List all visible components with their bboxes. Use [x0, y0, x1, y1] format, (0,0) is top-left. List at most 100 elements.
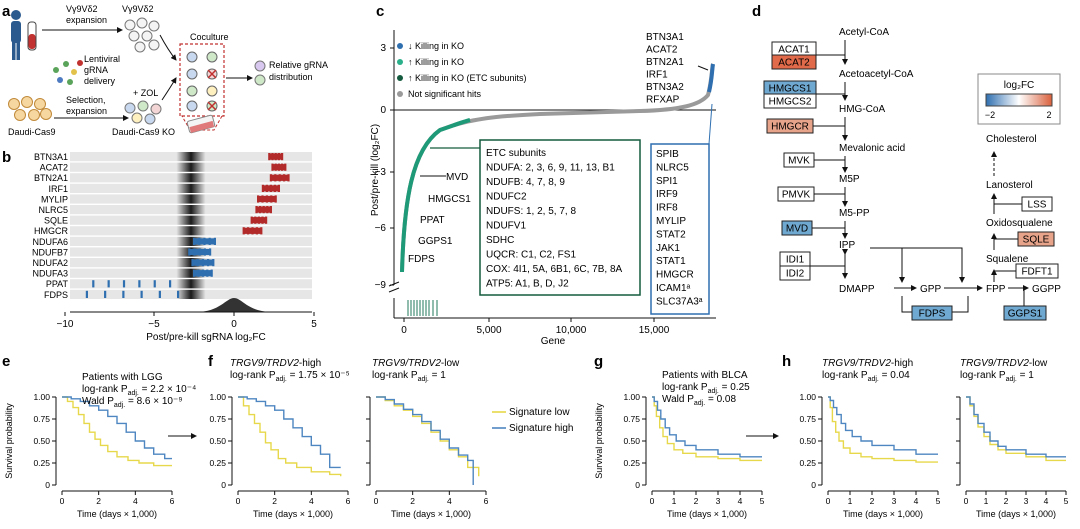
sgrna-tick [260, 227, 263, 235]
log2fc-min: −2 [985, 110, 995, 120]
squalene: Squalene [986, 254, 1029, 265]
sgrna-block [269, 153, 282, 160]
top-gene-label: BTN3A1 [646, 32, 684, 43]
blue-hit-line: MYLIP [656, 216, 686, 227]
kill-x-icons [207, 69, 217, 111]
gene-x-tick-label: 0 [401, 325, 407, 336]
etc-green-segment [400, 118, 471, 273]
sgrna-gene-label: NDUFA2 [32, 258, 68, 268]
blue-hit-line: STAT2 [656, 229, 686, 240]
log2fc-max: 2 [1046, 110, 1051, 120]
etc-line: UQCR: C1, C2, FS1 [486, 250, 576, 261]
sgrna-row [70, 152, 312, 162]
enzyme-hmgcs2: HMGCS2 [769, 97, 812, 108]
surv-x-tick: 3 [892, 496, 897, 506]
sgrna-tick [122, 290, 125, 298]
blue-hit-line: NLRC5 [656, 162, 689, 173]
curve-signature-high [652, 396, 762, 458]
etc-subunits-box [479, 139, 641, 296]
panel-f-high: 1.00 0.75 0.50 0.25 00 2 4 6 Time (days × 1,000)… [209, 358, 350, 519]
gene-y-tick-label: 3 [380, 43, 386, 54]
panel-label-b: b [2, 149, 11, 166]
legend-etc: ↑ Killing in KO (ETC subunits) [408, 73, 527, 83]
surv-x-tick: 5 [1064, 496, 1069, 506]
sgrna-density-curve [196, 298, 272, 312]
enzyme-acat1: ACAT1 [778, 45, 810, 56]
surv-x-tick: 0 [826, 496, 831, 506]
surv-y-tick: 0.75 [209, 414, 226, 424]
panel-h-high: 1.00 0.75 0.50 0.25 00 1 2 3 4 5 Time (days × 1,00… [799, 358, 940, 519]
sgrna-gene-label: NDUFB7 [32, 247, 68, 257]
panel-label-a: a [2, 3, 11, 20]
blood-tube-icon [27, 21, 37, 51]
blue-hit-line: SPI1 [656, 176, 678, 187]
ipp: IPP [839, 240, 855, 251]
surv-title: TRGV9/TRDV2-high [230, 358, 321, 369]
low-gene-label: MVD [446, 172, 468, 183]
sgrna-tick [277, 184, 280, 192]
curve-signature-low [966, 396, 1066, 462]
sgrna-block [270, 174, 289, 181]
etc-line: COX: 4I1, 5A, 6B1, 6C, 7B, 8A [486, 264, 623, 275]
legend-down: ↓ Killing in KO [408, 41, 464, 51]
enzyme-hmgcs2-box [763, 93, 817, 109]
enzyme-hmgcs1: HMGCS1 [769, 84, 812, 95]
virus-particles-icon [53, 60, 83, 85]
sgrna-tick [281, 153, 284, 161]
surv-x-tick: 4 [1044, 496, 1049, 506]
surv-xlabel: Time (days × 1,000) [976, 509, 1056, 519]
low-gene-label: GGPS1 [418, 236, 453, 247]
zol-label: + ZOL [133, 88, 158, 98]
surv-y-tick: 1.00 [209, 392, 226, 402]
sgrna-gene-label: FDPS [44, 290, 68, 300]
sgrna-row [70, 205, 312, 215]
lentiviral-label-3: delivery [84, 76, 116, 86]
etc-line: ETC subunits [486, 148, 546, 159]
sgrna-block [256, 206, 271, 213]
panel-label-g: g [594, 353, 603, 370]
surv-y-tick: 0.50 [799, 436, 816, 446]
blue-hits-box [650, 143, 710, 315]
surv-x-tick: 1 [984, 496, 989, 506]
surv-x-tick: 4 [914, 496, 919, 506]
sgrna-tick [269, 206, 272, 214]
sgrna-tick [85, 290, 88, 298]
sgrna-rows [70, 152, 312, 299]
surv-logrank: log-rank Padj. = 0.25 [662, 382, 750, 395]
surv-x-tick: 4 [133, 496, 138, 506]
curve-signature-low [828, 396, 938, 463]
panel-d: d Acetyl-CoA Acetoacetyl-CoA HMG-CoA Mevalo… [752, 3, 1061, 321]
enzyme-acat2-box [771, 54, 817, 70]
enzyme-idi2-box [779, 265, 811, 281]
enzyme-lss: LSS [1028, 200, 1047, 211]
curve-signature-low [62, 396, 172, 467]
expansion-label-1: Vγ9Vδ2 [66, 4, 98, 14]
sgrna-block [189, 248, 210, 256]
sgrna-row [70, 268, 312, 278]
panel-label-f: f [208, 353, 214, 370]
sgrna-block [194, 270, 212, 277]
sgrna-block [272, 164, 286, 171]
surv-x-tick: 2 [870, 496, 875, 506]
blue-hit-line: SPIB [656, 149, 679, 160]
top-gene-label: RFXAP [646, 95, 680, 106]
sgrna-x-tick-label: 0 [231, 319, 237, 330]
surv-x-tick: 6 [170, 496, 175, 506]
sgrna-gene-label: MYLIP [41, 194, 68, 204]
gene-x-tick-label: 5,000 [476, 325, 501, 336]
sgrna-x-ticks: −10 −5 0 5 [57, 312, 317, 330]
surv-xlabel: Time (days × 1,000) [253, 509, 333, 519]
sgrna-tick [210, 269, 213, 277]
enzyme-idi2: IDI2 [786, 269, 805, 280]
sgrna-strips [85, 153, 290, 298]
coculture-label: Coculture [190, 32, 229, 42]
top-gene-label: BTN3A2 [646, 82, 684, 93]
sgrna-tick [213, 237, 216, 245]
enzyme-fdps-box [911, 305, 953, 321]
surv-x-tick: 0 [374, 496, 379, 506]
sgrna-gene-label: NDUFA6 [32, 237, 68, 247]
sgrna-row [70, 289, 312, 299]
etc-line: NDUFA: 2, 3, 6, 9, 11, 13, B1 [486, 163, 615, 174]
flask-icon [186, 114, 216, 134]
surv-logrank: log-rank Padj. = 1 [960, 370, 1034, 383]
